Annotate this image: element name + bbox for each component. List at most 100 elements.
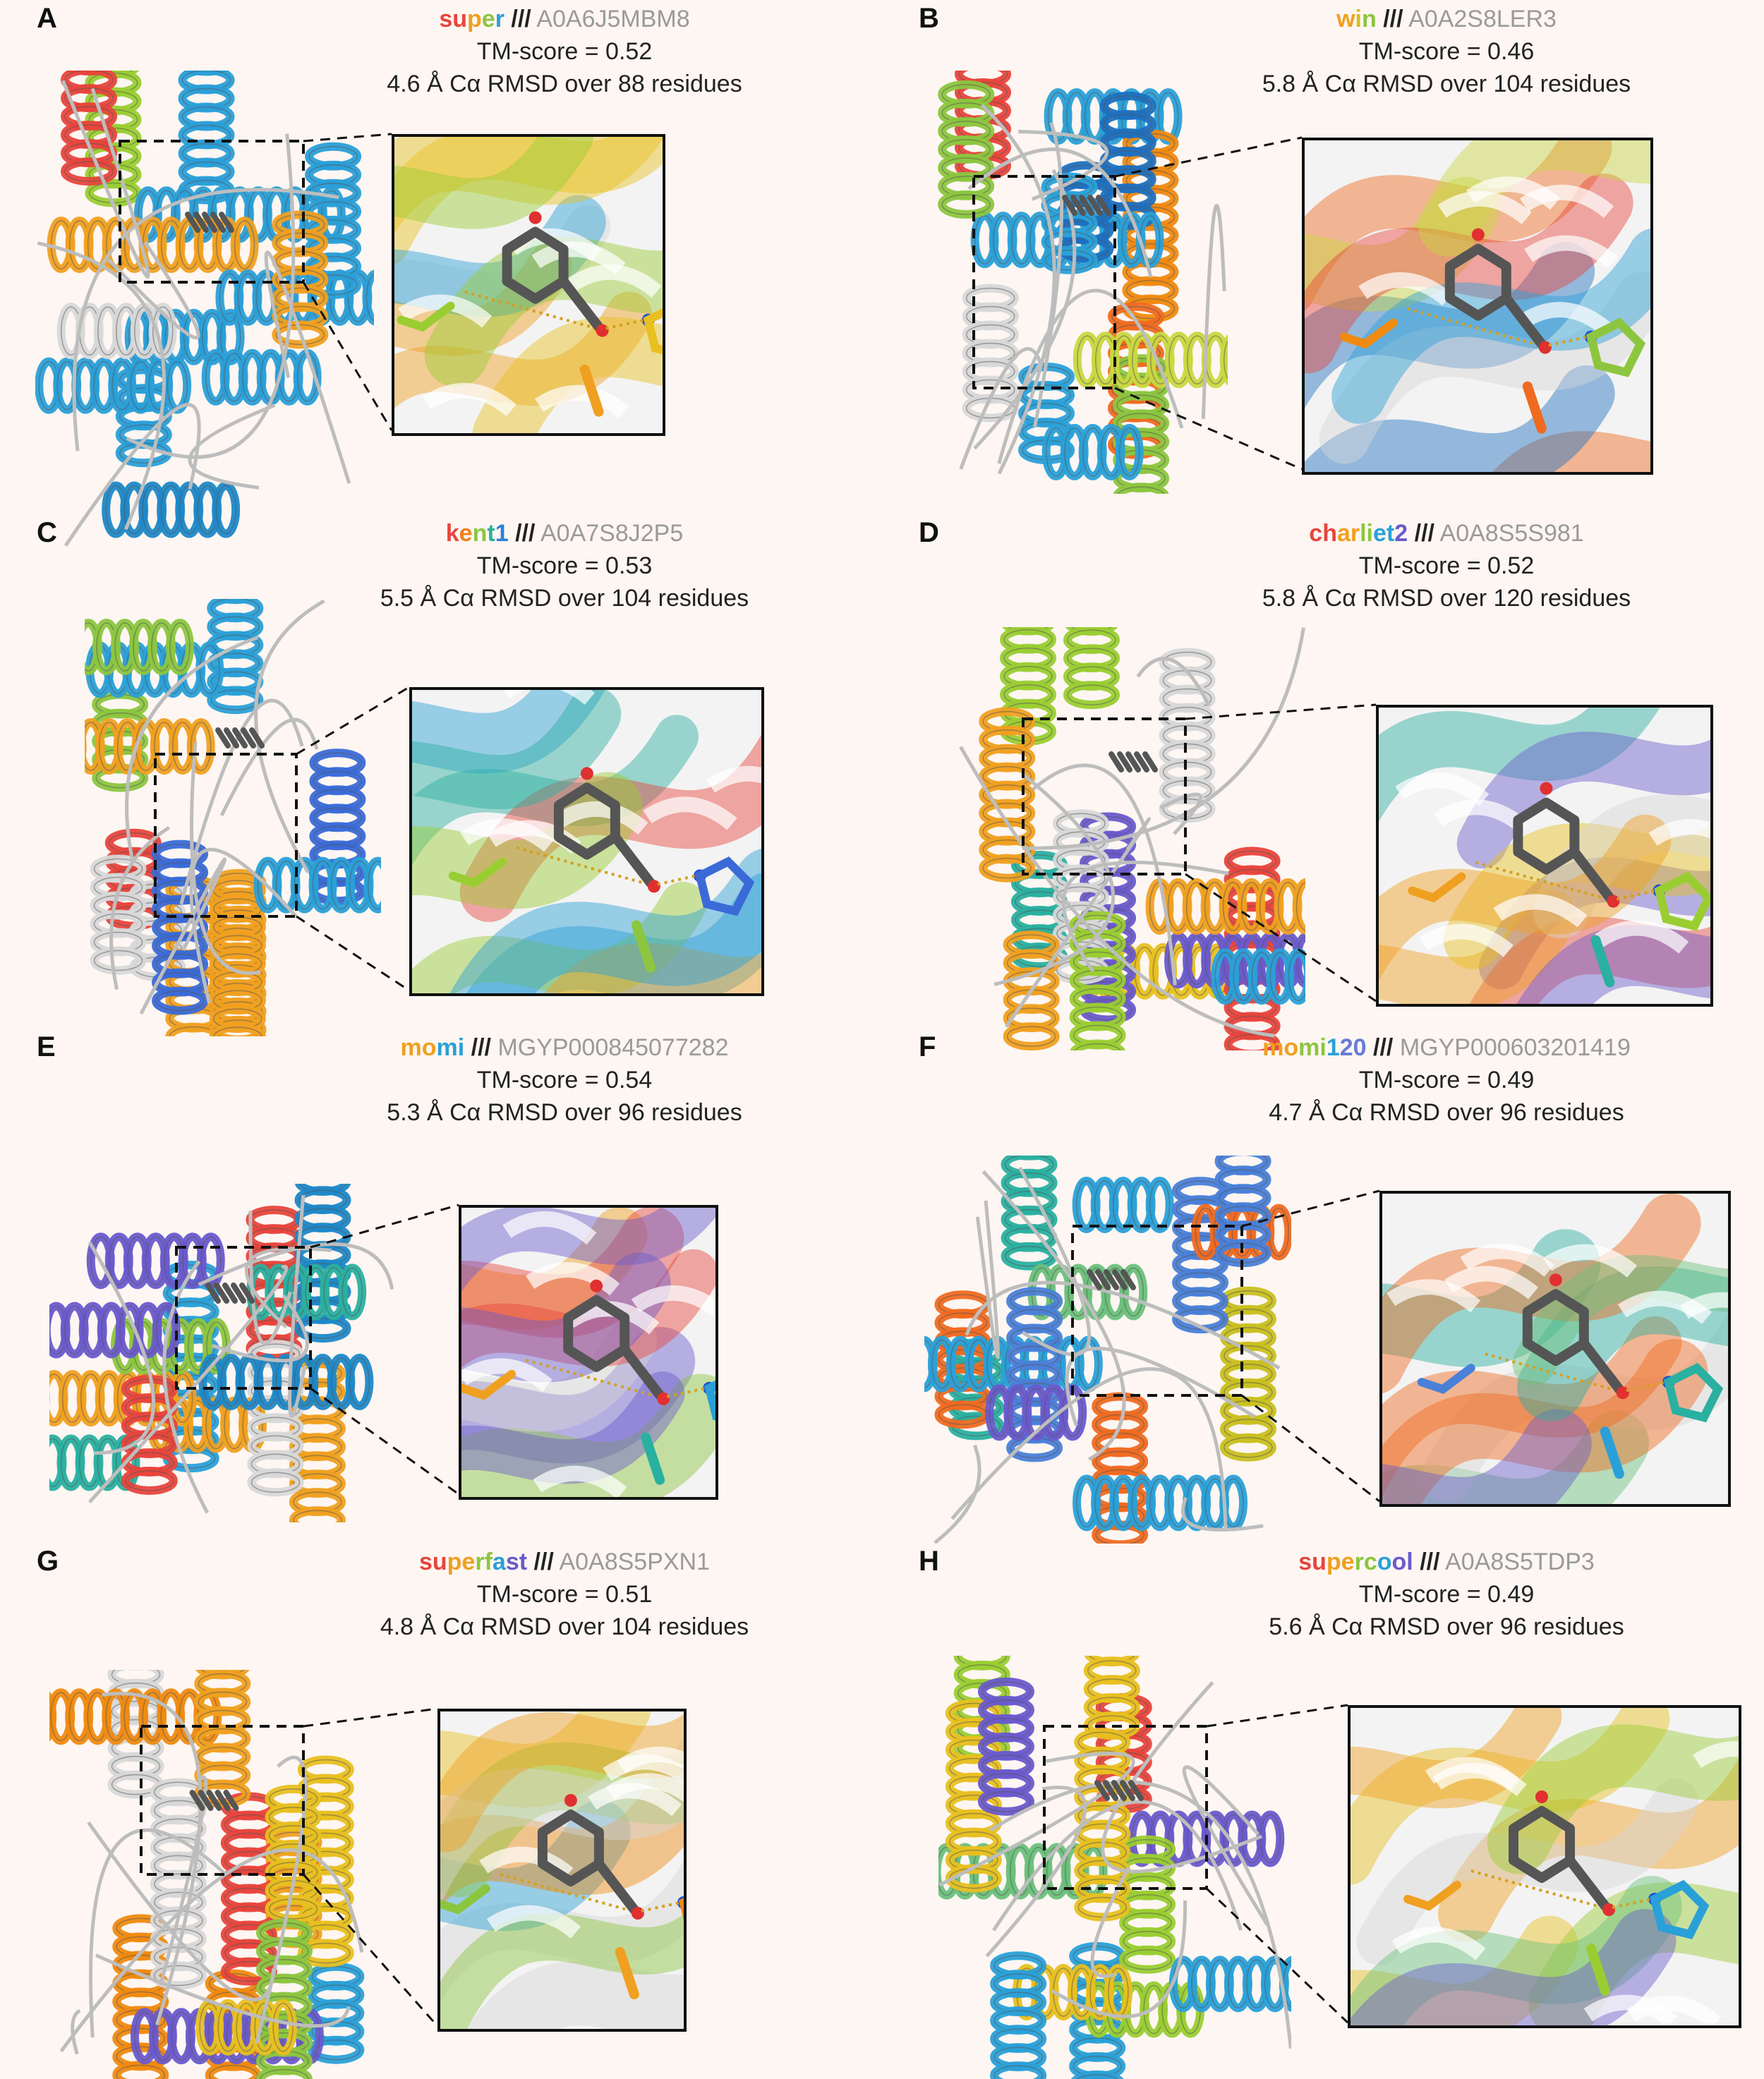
model-name-segment: mi	[1298, 1034, 1327, 1061]
tm-score: TM-score = 0.53	[476, 552, 653, 579]
panel-letter: A	[37, 3, 57, 34]
loop-coil	[1022, 627, 1305, 850]
ligand-closeup	[1408, 782, 1710, 988]
zoom-ribbon	[472, 317, 663, 433]
rmsd-text: 5.3 Å Cα RMSD over 96 residues	[387, 1099, 742, 1126]
loop-coil	[61, 80, 150, 279]
loop-coil	[126, 133, 296, 459]
protein-structure	[49, 1670, 365, 2079]
model-name: supercool	[1298, 1548, 1413, 1575]
helix-ribbon	[35, 357, 192, 414]
loop-coil	[189, 847, 298, 1003]
helix-ribbon	[195, 1999, 298, 2056]
helix-ribbon	[1001, 1156, 1058, 1271]
separator: ///	[1414, 520, 1434, 547]
zoom-ribbon	[1487, 1724, 1739, 1874]
ligand-closeup	[440, 1794, 684, 1999]
zoom-ribbon	[394, 205, 611, 317]
zoom-ribbon	[461, 1326, 696, 1464]
panel-title: superfast /// A0A8S5PXN1 TM-score = 0.51 4…	[296, 1546, 833, 1643]
loop-coil	[188, 404, 276, 490]
title-line-name: super /// A0A6J5MBM8	[296, 3, 833, 35]
zoom-ribbon	[461, 1371, 685, 1484]
ligand-sticks	[189, 1790, 239, 1811]
helix-ribbon	[253, 856, 381, 914]
panel-title: momi120 /// MGYP000603201419 TM-score = 0…	[1178, 1031, 1715, 1129]
zoom-ribbon	[1492, 431, 1650, 472]
binding-site-inset	[409, 687, 764, 996]
zoom-region-box	[119, 140, 305, 284]
zoom-ribbon	[1382, 1229, 1601, 1367]
zoom-ribbon	[412, 690, 622, 810]
model-name-segment: i	[1355, 6, 1362, 32]
accession-id: A0A6J5MBM8	[536, 6, 690, 32]
loop-coil	[87, 1241, 156, 1455]
zoom-ribbon	[1351, 1876, 1682, 2025]
helix-ribbon	[990, 1951, 1047, 2079]
ligand-closeup	[1417, 1273, 1724, 1479]
ligand-sticks	[215, 727, 265, 748]
zoom-ribbon	[1331, 229, 1650, 424]
zoom-ribbon	[440, 1742, 684, 1898]
model-name-segment: rc	[1354, 1548, 1377, 1575]
panel-letter: F	[919, 1031, 936, 1062]
zoom-ribbon	[1382, 1409, 1592, 1504]
helix-ribbon	[1003, 931, 1060, 1050]
zoom-ribbon	[1418, 140, 1650, 257]
title-line-name: momi /// MGYP000845077282	[296, 1031, 833, 1064]
helix-ribbon	[945, 1699, 1002, 1893]
title-line-name: kent1 /// A0A7S8J2P5	[296, 517, 833, 550]
loop-coil	[967, 147, 1153, 278]
zoom-ribbon	[412, 715, 699, 866]
tm-score: TM-score = 0.52	[1358, 552, 1535, 579]
model-name: momi	[401, 1034, 465, 1061]
binding-site-inset	[1302, 138, 1653, 475]
panel-letter: B	[919, 3, 939, 34]
model-name-segment: e	[459, 520, 473, 547]
loop-coil	[87, 1821, 276, 2001]
title-line-name: win /// A0A2S8LER3	[1178, 3, 1715, 35]
ligand-closeup	[461, 1279, 715, 1485]
ligand-sticks	[205, 1283, 255, 1304]
tm-score: TM-score = 0.49	[1358, 1581, 1535, 1608]
panel-title: win /// A0A2S8LER3 TM-score = 0.46 5.8 Å C…	[1178, 3, 1715, 100]
zoom-ribbon	[544, 942, 761, 993]
helix-ribbon	[977, 1677, 1034, 1816]
zoom-ribbon	[440, 1711, 651, 1808]
model-name-segment: r	[495, 6, 505, 32]
separator: ///	[533, 1548, 554, 1575]
title-line-name: supercool /// A0A8S5TDP3	[1178, 1546, 1715, 1578]
loop-coil	[959, 746, 1275, 1038]
rmsd-text: 4.7 Å Cα RMSD over 96 residues	[1269, 1099, 1624, 1126]
model-name-segment: 1	[1326, 1034, 1340, 1061]
model-name-segment: 1	[495, 520, 509, 547]
zoom-ribbon	[440, 1711, 684, 1853]
loop-coil	[980, 104, 1056, 475]
zoom-ribbon	[1305, 176, 1499, 312]
zoom-ribbon	[394, 137, 663, 265]
model-name-segment: mo	[1262, 1034, 1299, 1061]
model-name-segment: p	[467, 6, 482, 32]
tm-score: TM-score = 0.49	[1358, 1067, 1535, 1093]
loop-coil	[981, 1170, 1126, 1461]
model-name-segment: st	[505, 1548, 528, 1575]
model-name-segment: t	[487, 520, 495, 547]
loop-coil	[87, 1265, 289, 1503]
helix-ribbon	[198, 1353, 374, 1410]
separator: ///	[471, 1034, 491, 1061]
panel-title: supercool /// A0A8S5TDP3 TM-score = 0.49 5…	[1178, 1546, 1715, 1643]
ligand-closeup	[448, 767, 755, 973]
accession-id: A0A7S8J2P5	[540, 520, 684, 547]
model-name-segment: ar	[1336, 520, 1360, 547]
zoom-ribbon	[1516, 925, 1710, 1004]
model-name: win	[1336, 6, 1377, 32]
loop-coil	[1051, 1901, 1188, 2018]
loop-coil	[139, 857, 227, 1015]
protein-structure	[35, 71, 374, 547]
loop-coil	[938, 1751, 1135, 1887]
loop-coil	[1090, 1866, 1130, 1978]
helix-ribbon	[1145, 878, 1305, 935]
loop-coil	[211, 1295, 309, 1363]
